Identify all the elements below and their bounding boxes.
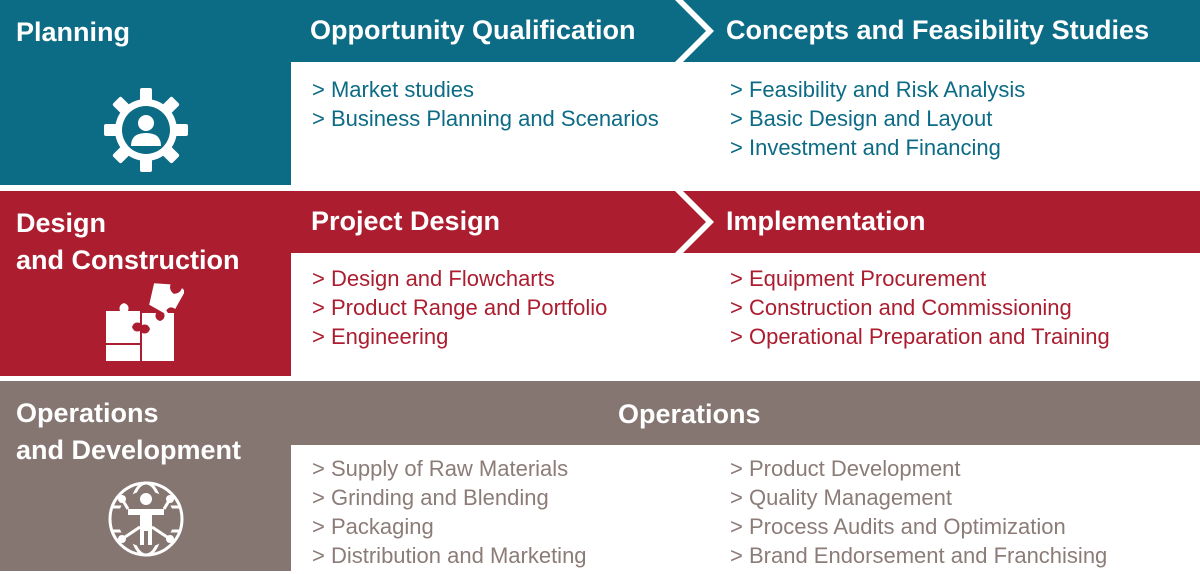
chevron-arrows (291, 0, 1200, 62)
planning-stage-header: Opportunity Qualification Concepts and F… (291, 0, 1200, 62)
stage-title-project-design: Project Design (311, 206, 501, 236)
list-item: Product Development (730, 454, 1107, 483)
list-item: Equipment Procurement (730, 264, 1110, 293)
operations-list-left: Supply of Raw Materials Grinding and Ble… (312, 454, 587, 570)
globe-person-icon (108, 481, 184, 557)
stage-title-concepts-feasibility: Concepts and Feasibility Studies (726, 15, 1150, 45)
list-item: Supply of Raw Materials (312, 454, 587, 483)
design-phase-title: Design and Construction (16, 208, 240, 275)
planning-phase-title: Planning (16, 17, 130, 47)
chevron-arrows (291, 191, 1200, 253)
operations-phase-title: Operations and Development (16, 398, 242, 465)
list-item: Construction and Commissioning (730, 293, 1110, 322)
operations-development-row: Operations and Development Operations Su (0, 381, 1200, 574)
list-item: Business Planning and Scenarios (312, 104, 659, 133)
list-item: Investment and Financing (730, 133, 1025, 162)
concepts-feasibility-list: Feasibility and Risk Analysis Basic Desi… (730, 75, 1025, 162)
list-item: Product Range and Portfolio (312, 293, 607, 322)
list-item: Process Audits and Optimization (730, 512, 1107, 541)
opportunity-qualification-list: Market studies Business Planning and Sce… (312, 75, 659, 133)
design-phase-block: Design and Construction (0, 191, 291, 376)
list-item: Operational Preparation and Training (730, 322, 1110, 351)
list-item: Feasibility and Risk Analysis (730, 75, 1025, 104)
stage-title-operations: Operations (618, 399, 761, 429)
project-design-list: Design and Flowcharts Product Range and … (312, 264, 607, 351)
list-item: Packaging (312, 512, 587, 541)
list-item: Distribution and Marketing (312, 541, 587, 570)
design-construction-row: Design and Construction Project Design I… (0, 191, 1200, 376)
implementation-list: Equipment Procurement Construction and C… (730, 264, 1110, 351)
operations-stage-header: Operations (291, 381, 1200, 445)
list-item: Basic Design and Layout (730, 104, 1025, 133)
puzzle-icon (106, 283, 184, 361)
operations-list-right: Product Development Quality Management P… (730, 454, 1107, 570)
list-item: Design and Flowcharts (312, 264, 607, 293)
operations-phase-block: Operations and Development (0, 381, 291, 571)
gear-person-icon (104, 88, 188, 172)
list-item: Market studies (312, 75, 659, 104)
planning-row: Planning Opportunity Qualification Con (0, 0, 1200, 185)
design-stage-header: Project Design Implementation (291, 191, 1200, 253)
stage-title-opportunity-qualification: Opportunity Qualification (310, 15, 636, 45)
stage-title-implementation: Implementation (726, 206, 926, 236)
list-item: Brand Endorsement and Franchising (730, 541, 1107, 570)
planning-phase-block: Planning (0, 0, 291, 185)
list-item: Engineering (312, 322, 607, 351)
list-item: Grinding and Blending (312, 483, 587, 512)
list-item: Quality Management (730, 483, 1107, 512)
